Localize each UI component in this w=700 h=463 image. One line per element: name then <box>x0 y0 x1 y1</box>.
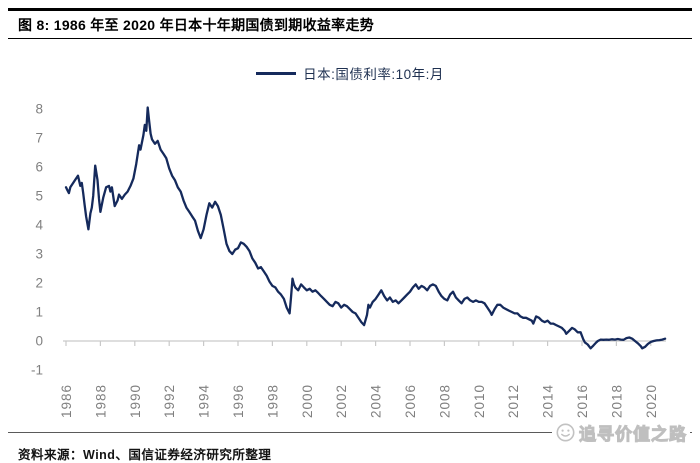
x-tick-label: 2020 <box>644 384 659 418</box>
x-tick-label: 2018 <box>609 384 624 418</box>
x-tick-label: 1992 <box>162 384 177 418</box>
x-tick-label: 2002 <box>334 384 349 418</box>
yield-curve-line <box>64 106 667 350</box>
top-rule <box>8 8 692 11</box>
x-tick-label: 1998 <box>265 384 280 418</box>
x-tick-label: 2000 <box>300 384 315 418</box>
x-tick-label: 2008 <box>437 384 452 418</box>
y-tick-label: 4 <box>35 218 43 233</box>
bottom-rule <box>8 432 692 433</box>
legend-line-swatch <box>256 71 297 75</box>
x-tick-label: 2004 <box>369 384 384 418</box>
smiley-face-icon <box>556 423 575 442</box>
title-divider-rule <box>8 38 692 39</box>
y-tick-label: 8 <box>35 102 43 117</box>
x-tick-label: 1986 <box>59 384 74 418</box>
x-tick-label: 2016 <box>575 384 590 418</box>
watermark: 追寻价值之路 <box>552 419 690 446</box>
y-tick-label: 0 <box>35 334 43 349</box>
x-tick-label: 1988 <box>93 384 108 418</box>
y-tick-label: 1 <box>35 305 43 320</box>
x-tick-label: 1994 <box>197 384 212 418</box>
y-tick-label: 6 <box>35 160 43 175</box>
source-note: 资料来源：Wind、国信证券经济研究所整理 <box>18 448 272 462</box>
y-tick-label: 5 <box>35 189 43 204</box>
y-tick-label: 7 <box>35 131 43 146</box>
watermark-label: 追寻价值之路 <box>579 425 687 445</box>
y-tick-label: 2 <box>35 276 43 291</box>
x-tick-label: 2010 <box>472 384 487 418</box>
x-tick-label: 1996 <box>231 384 246 418</box>
y-tick-label: -1 <box>31 363 43 378</box>
legend-label: 日本:国债利率:10年:月 <box>303 67 444 82</box>
chart-legend: 日本:国债利率:10年:月 <box>0 63 700 83</box>
x-tick-label: 2006 <box>403 384 418 418</box>
y-tick-label: 3 <box>35 247 43 262</box>
x-tick-label: 2012 <box>506 384 521 418</box>
figure-title: 图 8: 1986 年至 2020 年日本十年期国债到期收益率走势 <box>18 17 375 33</box>
x-tick-label: 2014 <box>541 384 556 418</box>
x-tick-label: 1990 <box>128 384 143 418</box>
